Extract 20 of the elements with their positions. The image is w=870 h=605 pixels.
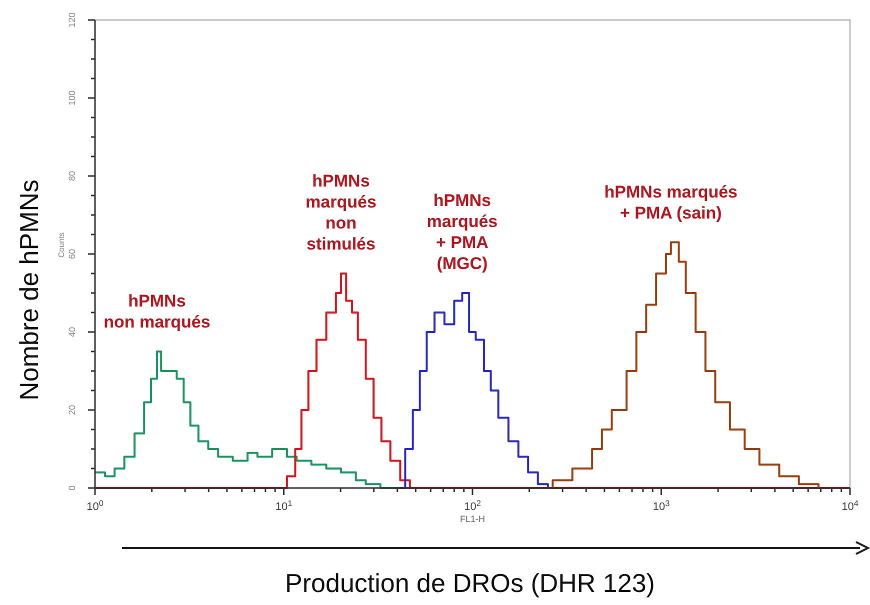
x-tick-label: 10$^{4}$ — [842, 498, 859, 513]
y-tick-label: 40 — [67, 326, 77, 338]
x-axis-title: Production de DROs (DHR 123) — [285, 568, 655, 598]
text: hPMNs marqués non stimulés — [306, 172, 376, 254]
y-tick-label: 20 — [67, 404, 77, 416]
text: hPMNs marqués + PMA (sain) — [604, 182, 738, 222]
text: FL1-H — [460, 514, 486, 524]
text: hPMNs marqués + PMA (MGC) — [426, 191, 498, 273]
x-tick-label: 10$^{3}$ — [652, 498, 670, 513]
text: hPMNs non marqués — [104, 292, 210, 332]
x-tick-label: 10$^{0}$ — [86, 498, 104, 513]
y-tick-label: 120 — [67, 12, 77, 28]
y-axis-title: Nombre de hPMNs — [14, 179, 44, 401]
y-tick-label: 100 — [67, 90, 77, 106]
x-tick-label: 10$^{1}$ — [275, 498, 293, 513]
y-tick-label: 80 — [67, 170, 77, 182]
x-tick-label: 10$^{2}$ — [464, 498, 482, 513]
y-tick-label: 0 — [67, 485, 77, 491]
text: Counts — [57, 232, 66, 258]
y-tick-label: 60 — [67, 248, 77, 260]
